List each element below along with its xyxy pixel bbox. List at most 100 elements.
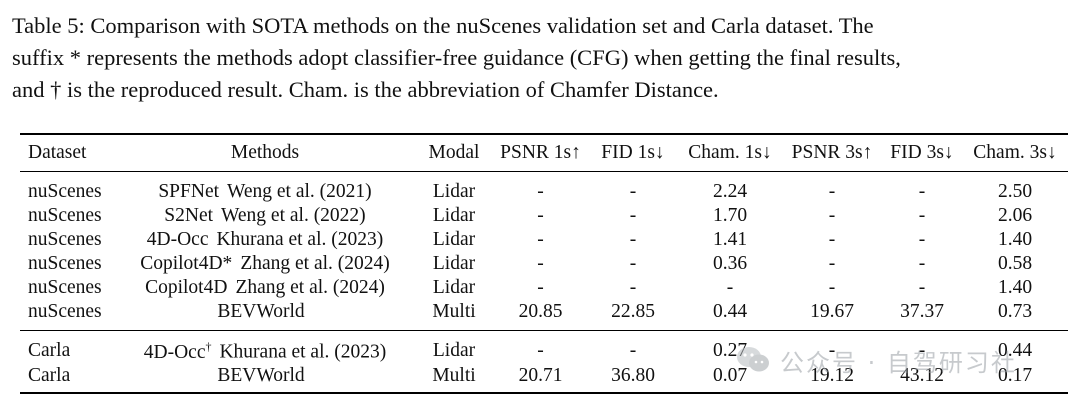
method-name: 4D-Occ — [143, 341, 206, 363]
table-row: nuScenes Copilot4D Zhang et al. (2024) Lida… — [20, 276, 1068, 300]
method-reference: Khurana et al. (2023) — [219, 341, 387, 363]
metric-cell-fid1: - — [629, 181, 637, 202]
metric-cell-psnr1: - — [537, 340, 544, 362]
method-reference: Zhang et al. (2024) — [235, 277, 385, 298]
metric-cell-cham3: 0.44 — [997, 340, 1033, 362]
modal-cell: Lidar — [432, 205, 476, 226]
metric-cell-cham3: 1.40 — [997, 229, 1033, 250]
reproduced-marker: † — [205, 339, 212, 353]
dataset-cell: nuScenes — [28, 253, 102, 274]
dataset-cell: nuScenes — [28, 301, 102, 322]
metric-cell-cham3: 2.50 — [997, 181, 1033, 202]
caption-line-3: and † is the reproduced result. Cham. is… — [12, 77, 719, 102]
metric-cell-fid3: - — [918, 229, 926, 250]
metric-cell-cham1: 0.36 — [712, 253, 748, 274]
metric-cell-psnr3: 19.67 — [810, 301, 854, 322]
metric-cell-psnr3: - — [828, 181, 836, 202]
metric-cell-psnr1: - — [537, 277, 544, 298]
header-cham-1s: Cham. 1s↓ — [688, 142, 772, 163]
metric-cell-cham1: 2.24 — [712, 181, 748, 202]
carla-group: Carla 4D-Occ† Khurana et al. (2023) Lidar - -… — [20, 330, 1068, 393]
table-row: nuScenes Copilot4D* Zhang et al. (2024) Lid… — [20, 252, 1068, 276]
method-name: S2Net — [164, 205, 214, 226]
table-row: nuScenes SPFNet Weng et al. (2021) Lidar - - 2… — [20, 172, 1068, 205]
method-cell: S2Net Weng et al. (2022) — [115, 204, 415, 228]
metric-cell-fid3: - — [918, 181, 926, 202]
header-psnr-3s: PSNR 3s↑ — [791, 142, 873, 163]
metric-cell-fid3: 37.37 — [900, 301, 944, 322]
header-fid-1s: FID 1s↓ — [601, 142, 665, 163]
metric-cell-fid3: - — [918, 277, 926, 298]
metric-cell-cham1: 0.44 — [712, 301, 748, 322]
header-dataset: Dataset — [28, 142, 87, 163]
modal-cell: Lidar — [432, 181, 476, 202]
header-row: Dataset Methods Modal PSNR 1s↑ FID 1s↓ C… — [20, 134, 1068, 172]
dataset-cell: nuScenes — [28, 277, 102, 298]
metric-cell-psnr3: - — [828, 205, 836, 226]
method-cell: Copilot4D Zhang et al. (2024) — [115, 276, 415, 300]
header-psnr-1s: PSNR 1s↑ — [500, 142, 581, 163]
dataset-cell: Carla — [28, 364, 71, 386]
caption-line-1: Table 5: Comparison with SOTA methods on… — [12, 13, 874, 38]
header-fid-3s: FID 3s↓ — [890, 142, 954, 163]
metric-cell-fid1: - — [629, 340, 637, 362]
metric-cell-fid1: - — [629, 205, 637, 226]
table-row: Carla BEVWorld Multi 20.71 36.80 0.07 19.12 43.… — [20, 364, 1068, 393]
metric-cell-fid1: - — [629, 229, 637, 250]
metric-cell-fid3: 43.12 — [900, 364, 944, 386]
metric-cell-fid1: 36.80 — [611, 364, 655, 386]
header-cham-3s: Cham. 3s↓ — [973, 142, 1057, 163]
metric-cell-fid1: 22.85 — [611, 301, 655, 322]
metric-cell-cham1: 0.07 — [712, 364, 748, 386]
metric-cell-psnr3: - — [828, 229, 836, 250]
method-reference: Zhang et al. (2024) — [240, 253, 390, 274]
modal-cell: Lidar — [432, 229, 476, 250]
header-methods: Methods — [230, 142, 300, 163]
method-name: BEVWorld — [217, 364, 305, 386]
method-cell: Copilot4D* Zhang et al. (2024) — [115, 252, 415, 276]
dataset-cell: nuScenes — [28, 205, 102, 226]
metric-cell-cham3: 2.06 — [997, 205, 1033, 226]
metric-cell-cham3: 1.40 — [997, 277, 1033, 298]
method-cell: BEVWorld — [115, 300, 415, 331]
metric-cell-fid1: - — [629, 253, 637, 274]
caption-line-2: suffix * represents the methods adopt cl… — [12, 45, 901, 70]
metric-cell-fid3: - — [918, 253, 926, 274]
metric-cell-cham1: 1.41 — [712, 229, 748, 250]
method-name: Copilot4D — [145, 277, 228, 298]
method-reference: Weng et al. (2021) — [227, 181, 372, 202]
metric-cell-cham3: 0.58 — [997, 253, 1033, 274]
metric-cell-cham3: 0.17 — [997, 364, 1033, 386]
dataset-cell: Carla — [28, 340, 71, 362]
modal-cell: Lidar — [432, 253, 476, 274]
metric-cell-cham3: 0.73 — [997, 301, 1033, 322]
modal-cell: Multi — [432, 301, 476, 322]
method-cell: SPFNet Weng et al. (2021) — [115, 172, 415, 205]
table-caption: Table 5: Comparison with SOTA methods on… — [12, 10, 1072, 106]
table-row: nuScenes BEVWorld Multi 20.85 22.85 0.44 19.67… — [20, 300, 1068, 331]
method-reference: Khurana et al. (2023) — [216, 229, 384, 250]
nuscenes-group: nuScenes SPFNet Weng et al. (2021) Lidar - - 2… — [20, 172, 1068, 331]
method-name: BEVWorld — [217, 301, 305, 322]
metric-cell-fid3: - — [918, 205, 926, 226]
watermark: 公众号 · 自驾研习社 — [736, 340, 1017, 380]
method-name: Copilot4D* — [140, 253, 233, 274]
method-cell: 4D-Occ Khurana et al. (2023) — [115, 228, 415, 252]
metric-cell-psnr1: - — [537, 229, 544, 250]
dataset-cell: nuScenes — [28, 181, 102, 202]
metric-cell-cham1: - — [726, 277, 734, 298]
header-modal: Modal — [428, 142, 480, 163]
method-name-wrap: 4D-Occ† — [143, 339, 212, 363]
metric-cell-psnr1: - — [537, 181, 544, 202]
modal-cell: Lidar — [432, 277, 476, 298]
metric-cell-fid1: - — [629, 277, 637, 298]
table-row: nuScenes 4D-Occ Khurana et al. (2023) Lidar… — [20, 228, 1068, 252]
comparison-table: Dataset Methods Modal PSNR 1s↑ FID 1s↓ C… — [20, 133, 1068, 394]
metric-cell-psnr1: - — [537, 205, 544, 226]
metric-cell-fid3: - — [918, 340, 926, 362]
modal-cell: Multi — [432, 364, 476, 386]
wechat-icon — [737, 347, 769, 372]
metric-cell-cham1: 1.70 — [712, 205, 748, 226]
watermark-text: 公众号 · 自驾研习社 — [780, 348, 1017, 377]
table-row: nuScenes S2Net Weng et al. (2022) Lidar - - 1.… — [20, 204, 1068, 228]
